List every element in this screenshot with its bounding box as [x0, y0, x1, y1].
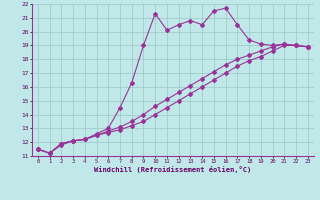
X-axis label: Windchill (Refroidissement éolien,°C): Windchill (Refroidissement éolien,°C) [94, 166, 252, 173]
